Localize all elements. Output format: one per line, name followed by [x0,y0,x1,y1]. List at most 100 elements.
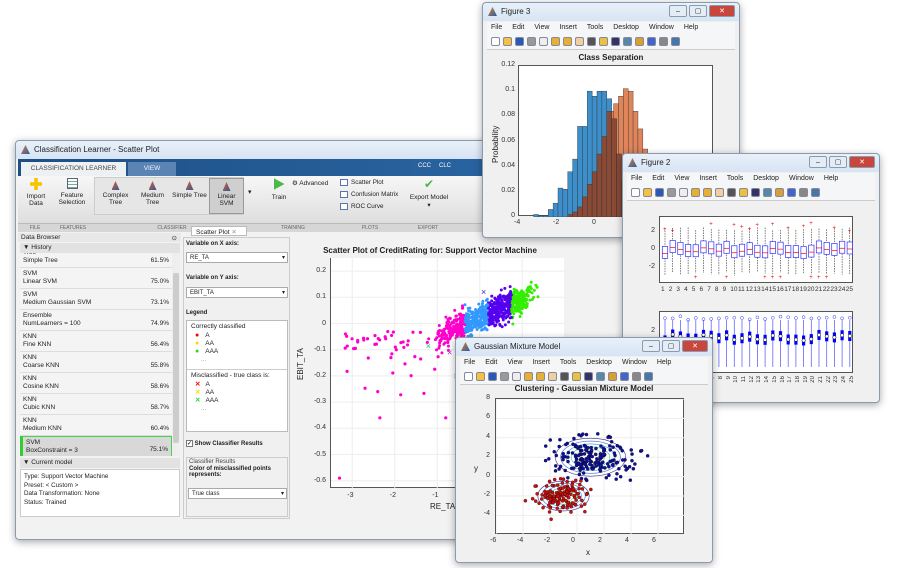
menu-edit[interactable]: Edit [512,24,525,31]
collapse-icon[interactable]: ⊙ [171,235,177,242]
maximize-button[interactable]: ▢ [662,340,680,352]
new-file-icon[interactable] [491,37,500,46]
legend-icon[interactable] [620,372,629,381]
tab-scatter-plot[interactable]: Scatter Plot ✕ [191,226,247,236]
menu-edit[interactable]: Edit [652,175,665,182]
brush-icon[interactable] [611,37,620,46]
data-cursor-icon[interactable] [739,188,748,197]
zoom-out-icon[interactable] [703,188,712,197]
pan-hand-icon[interactable] [715,188,724,197]
history-item[interactable]: KNN Cosine KNN 58.6% [20,373,172,394]
colorbar-icon[interactable] [775,188,784,197]
save-icon[interactable] [515,37,524,46]
menu-view[interactable]: View [534,24,550,31]
zoom-in-icon[interactable] [551,37,560,46]
link-icon[interactable] [596,372,605,381]
zoom-in-icon[interactable] [691,188,700,197]
hide-plot-icon[interactable] [659,37,668,46]
zoom-in-icon[interactable] [524,372,533,381]
open-folder-icon[interactable] [503,37,512,46]
menu-desktop[interactable]: Desktop [613,24,639,31]
link-icon[interactable] [623,37,632,46]
menu-desktop[interactable]: Desktop [586,359,612,366]
print-icon[interactable] [527,37,536,46]
history-item[interactable]: SVM Linear SVM 75.0% [20,268,172,289]
colorbar-icon[interactable] [608,372,617,381]
history-item[interactable]: Ensemble NumLearners = 100 74.9% [20,310,172,331]
brush-icon[interactable] [751,188,760,197]
menu-edit[interactable]: Edit [485,359,498,366]
menu-desktop[interactable]: Desktop [753,175,779,182]
show-plot-icon[interactable] [671,37,680,46]
pan-hand-icon[interactable] [548,372,557,381]
rotate-3d-icon[interactable] [587,37,596,46]
plot-button-2[interactable]: ROC Curve [340,203,384,210]
zoom-out-icon[interactable] [563,37,572,46]
history-item[interactable]: KNN Coarse KNN 55.8% [20,352,172,373]
print-icon[interactable] [667,188,676,197]
menu-help[interactable]: Help [683,24,699,31]
classifier-button-1[interactable]: Medium Tree [135,178,170,214]
menu-tools[interactable]: Tools [559,359,577,366]
menu-insert[interactable]: Insert [699,175,717,182]
minimize-button[interactable]: – [809,156,827,168]
new-file-icon[interactable] [464,372,473,381]
menu-view[interactable]: View [674,175,690,182]
menu-window[interactable]: Window [648,24,674,31]
pointer-icon[interactable] [679,188,688,197]
classifier-button-0[interactable]: Complex Tree [98,178,133,214]
menu-file[interactable]: File [491,24,503,31]
show-plot-icon[interactable] [644,372,653,381]
menu-tools[interactable]: Tools [586,24,604,31]
hide-plot-icon[interactable] [632,372,641,381]
close-icon[interactable]: ✕ [231,229,237,236]
menu-help[interactable]: Help [823,175,839,182]
menu-help[interactable]: Help [656,359,672,366]
train-button[interactable]: Train [266,178,292,201]
current-model-header[interactable]: ▼ Current model [20,458,180,468]
history-header[interactable]: ▼ History [20,243,180,253]
rotate-3d-icon[interactable] [727,188,736,197]
close-button[interactable]: ✕ [709,5,735,17]
show-plot-icon[interactable] [811,188,820,197]
tab-view[interactable]: VIEW [128,162,176,176]
rotate-3d-icon[interactable] [560,372,569,381]
maximize-button[interactable]: ▢ [829,156,847,168]
open-folder-icon[interactable] [643,188,652,197]
plot-button-0[interactable]: Scatter Plot [340,179,384,186]
menu-window[interactable]: Window [621,359,647,366]
new-file-icon[interactable] [631,188,640,197]
menu-view[interactable]: View [507,359,523,366]
menu-file[interactable]: File [631,175,643,182]
history-item[interactable]: SVM BoxConstraint = 3 75.1% [20,436,172,456]
import-data-button[interactable]: Import Data [22,178,50,207]
gallery-expand-button[interactable]: ▾ [248,189,252,196]
menu-tools[interactable]: Tools [726,175,744,182]
colorbar-icon[interactable] [635,37,644,46]
minimize-button[interactable]: – [642,340,660,352]
history-item[interactable]: KNN Cubic KNN 58.7% [20,394,172,415]
feature-selection-button[interactable]: Feature Selection [54,178,90,206]
pointer-icon[interactable] [539,37,548,46]
history-item[interactable]: KNN Fine KNN 56.4% [20,331,172,352]
advanced-button[interactable]: ⚙ Advanced [292,180,329,187]
close-button[interactable]: ✕ [849,156,875,168]
x-axis-dropdown[interactable]: RE_TA [186,252,288,263]
open-folder-icon[interactable] [476,372,485,381]
minimize-button[interactable]: – [669,5,687,17]
legend-icon[interactable] [787,188,796,197]
save-icon[interactable] [655,188,664,197]
menu-window[interactable]: Window [788,175,814,182]
pan-hand-icon[interactable] [575,37,584,46]
close-button[interactable]: ✕ [682,340,708,352]
link-icon[interactable] [763,188,772,197]
y-axis-dropdown[interactable]: EBIT_TA [186,287,288,298]
plot-button-1[interactable]: Confusion Matrix [340,191,398,198]
pointer-icon[interactable] [512,372,521,381]
ccc-button[interactable]: CCC [418,163,431,169]
menu-insert[interactable]: Insert [559,24,577,31]
color-dropdown[interactable]: True class [188,488,287,499]
data-cursor-icon[interactable] [572,372,581,381]
save-icon[interactable] [488,372,497,381]
